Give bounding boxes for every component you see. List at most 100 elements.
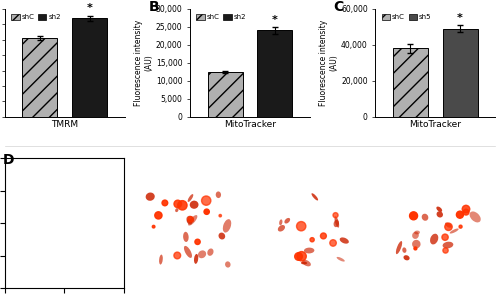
Ellipse shape	[301, 262, 307, 264]
Circle shape	[188, 217, 194, 222]
Ellipse shape	[312, 193, 318, 201]
Circle shape	[310, 238, 314, 242]
Circle shape	[330, 240, 336, 246]
Ellipse shape	[442, 242, 454, 248]
Ellipse shape	[436, 211, 443, 218]
Text: *: *	[272, 15, 278, 25]
Ellipse shape	[30, 225, 38, 232]
Ellipse shape	[430, 234, 438, 244]
Circle shape	[195, 239, 200, 245]
Circle shape	[294, 253, 302, 260]
Legend: shC, sh5: shC, sh5	[379, 11, 434, 23]
Text: a: a	[8, 269, 15, 279]
Circle shape	[456, 211, 464, 218]
Text: b: b	[132, 269, 140, 279]
Bar	[258, 31, 292, 117]
Ellipse shape	[340, 238, 349, 244]
Circle shape	[62, 238, 67, 242]
Circle shape	[48, 253, 55, 260]
Ellipse shape	[198, 250, 206, 258]
Ellipse shape	[218, 233, 225, 240]
Ellipse shape	[396, 241, 402, 254]
Ellipse shape	[216, 191, 221, 198]
Ellipse shape	[278, 225, 285, 232]
Y-axis label: Fluorescence intensity
(AU): Fluorescence intensity (AU)	[134, 20, 153, 106]
Circle shape	[296, 222, 306, 231]
Ellipse shape	[334, 216, 339, 228]
Circle shape	[202, 196, 211, 205]
Circle shape	[174, 200, 182, 208]
Circle shape	[443, 248, 448, 253]
Ellipse shape	[302, 260, 311, 266]
Ellipse shape	[37, 218, 43, 223]
Bar	[72, 18, 107, 117]
Ellipse shape	[284, 218, 290, 223]
Circle shape	[445, 223, 452, 230]
Ellipse shape	[92, 238, 102, 244]
Circle shape	[219, 214, 222, 217]
Circle shape	[152, 225, 155, 228]
Text: MDA-MB-436-shC: MDA-MB-436-shC	[38, 167, 92, 172]
Text: C: C	[334, 0, 344, 14]
Ellipse shape	[188, 194, 194, 202]
Circle shape	[49, 222, 58, 231]
Ellipse shape	[194, 254, 198, 264]
Bar	[208, 72, 242, 117]
Circle shape	[414, 247, 417, 250]
Ellipse shape	[412, 232, 419, 239]
Ellipse shape	[56, 248, 67, 253]
Ellipse shape	[422, 214, 428, 221]
Circle shape	[73, 233, 79, 239]
Ellipse shape	[32, 219, 35, 225]
Ellipse shape	[436, 207, 442, 212]
Ellipse shape	[279, 219, 282, 225]
Circle shape	[174, 252, 180, 259]
Ellipse shape	[208, 248, 214, 256]
Ellipse shape	[188, 215, 198, 225]
Ellipse shape	[304, 248, 314, 253]
Ellipse shape	[190, 201, 198, 209]
Text: 10 μm: 10 μm	[456, 266, 474, 271]
Bar	[442, 29, 478, 117]
Ellipse shape	[64, 193, 71, 201]
Ellipse shape	[225, 261, 230, 268]
Text: c: c	[256, 269, 262, 279]
Ellipse shape	[146, 193, 155, 201]
X-axis label: MitoTracker: MitoTracker	[224, 120, 276, 129]
Legend: shC, sh2: shC, sh2	[8, 11, 64, 23]
Text: d: d	[380, 269, 386, 279]
Text: MDA-MB-436-shC: MDA-MB-436-shC	[285, 167, 339, 172]
Ellipse shape	[175, 208, 178, 212]
X-axis label: TMRM: TMRM	[51, 120, 78, 129]
Ellipse shape	[336, 257, 345, 262]
Circle shape	[50, 252, 59, 261]
Circle shape	[320, 233, 326, 239]
Text: MDA-MB-436-sh5: MDA-MB-436-sh5	[408, 167, 463, 172]
Text: *: *	[86, 4, 92, 14]
Ellipse shape	[186, 219, 192, 225]
Ellipse shape	[183, 232, 188, 242]
Ellipse shape	[445, 223, 452, 228]
Text: MDA-MB-436-sh2: MDA-MB-436-sh2	[162, 167, 215, 172]
Ellipse shape	[87, 216, 92, 228]
Text: B: B	[148, 0, 159, 14]
Ellipse shape	[470, 211, 480, 223]
Ellipse shape	[414, 230, 420, 234]
Circle shape	[462, 205, 470, 213]
Circle shape	[459, 225, 462, 228]
Ellipse shape	[159, 255, 163, 265]
Ellipse shape	[86, 220, 92, 227]
X-axis label: MitoTracker: MitoTracker	[409, 120, 461, 129]
Circle shape	[162, 200, 168, 206]
Circle shape	[155, 212, 162, 219]
Ellipse shape	[55, 260, 64, 266]
Ellipse shape	[89, 257, 98, 262]
Ellipse shape	[223, 219, 231, 233]
Ellipse shape	[402, 247, 406, 253]
Circle shape	[410, 212, 418, 220]
Circle shape	[178, 201, 187, 210]
Text: D: D	[2, 153, 14, 167]
Bar	[393, 49, 428, 117]
Circle shape	[82, 240, 89, 246]
Circle shape	[204, 209, 210, 214]
